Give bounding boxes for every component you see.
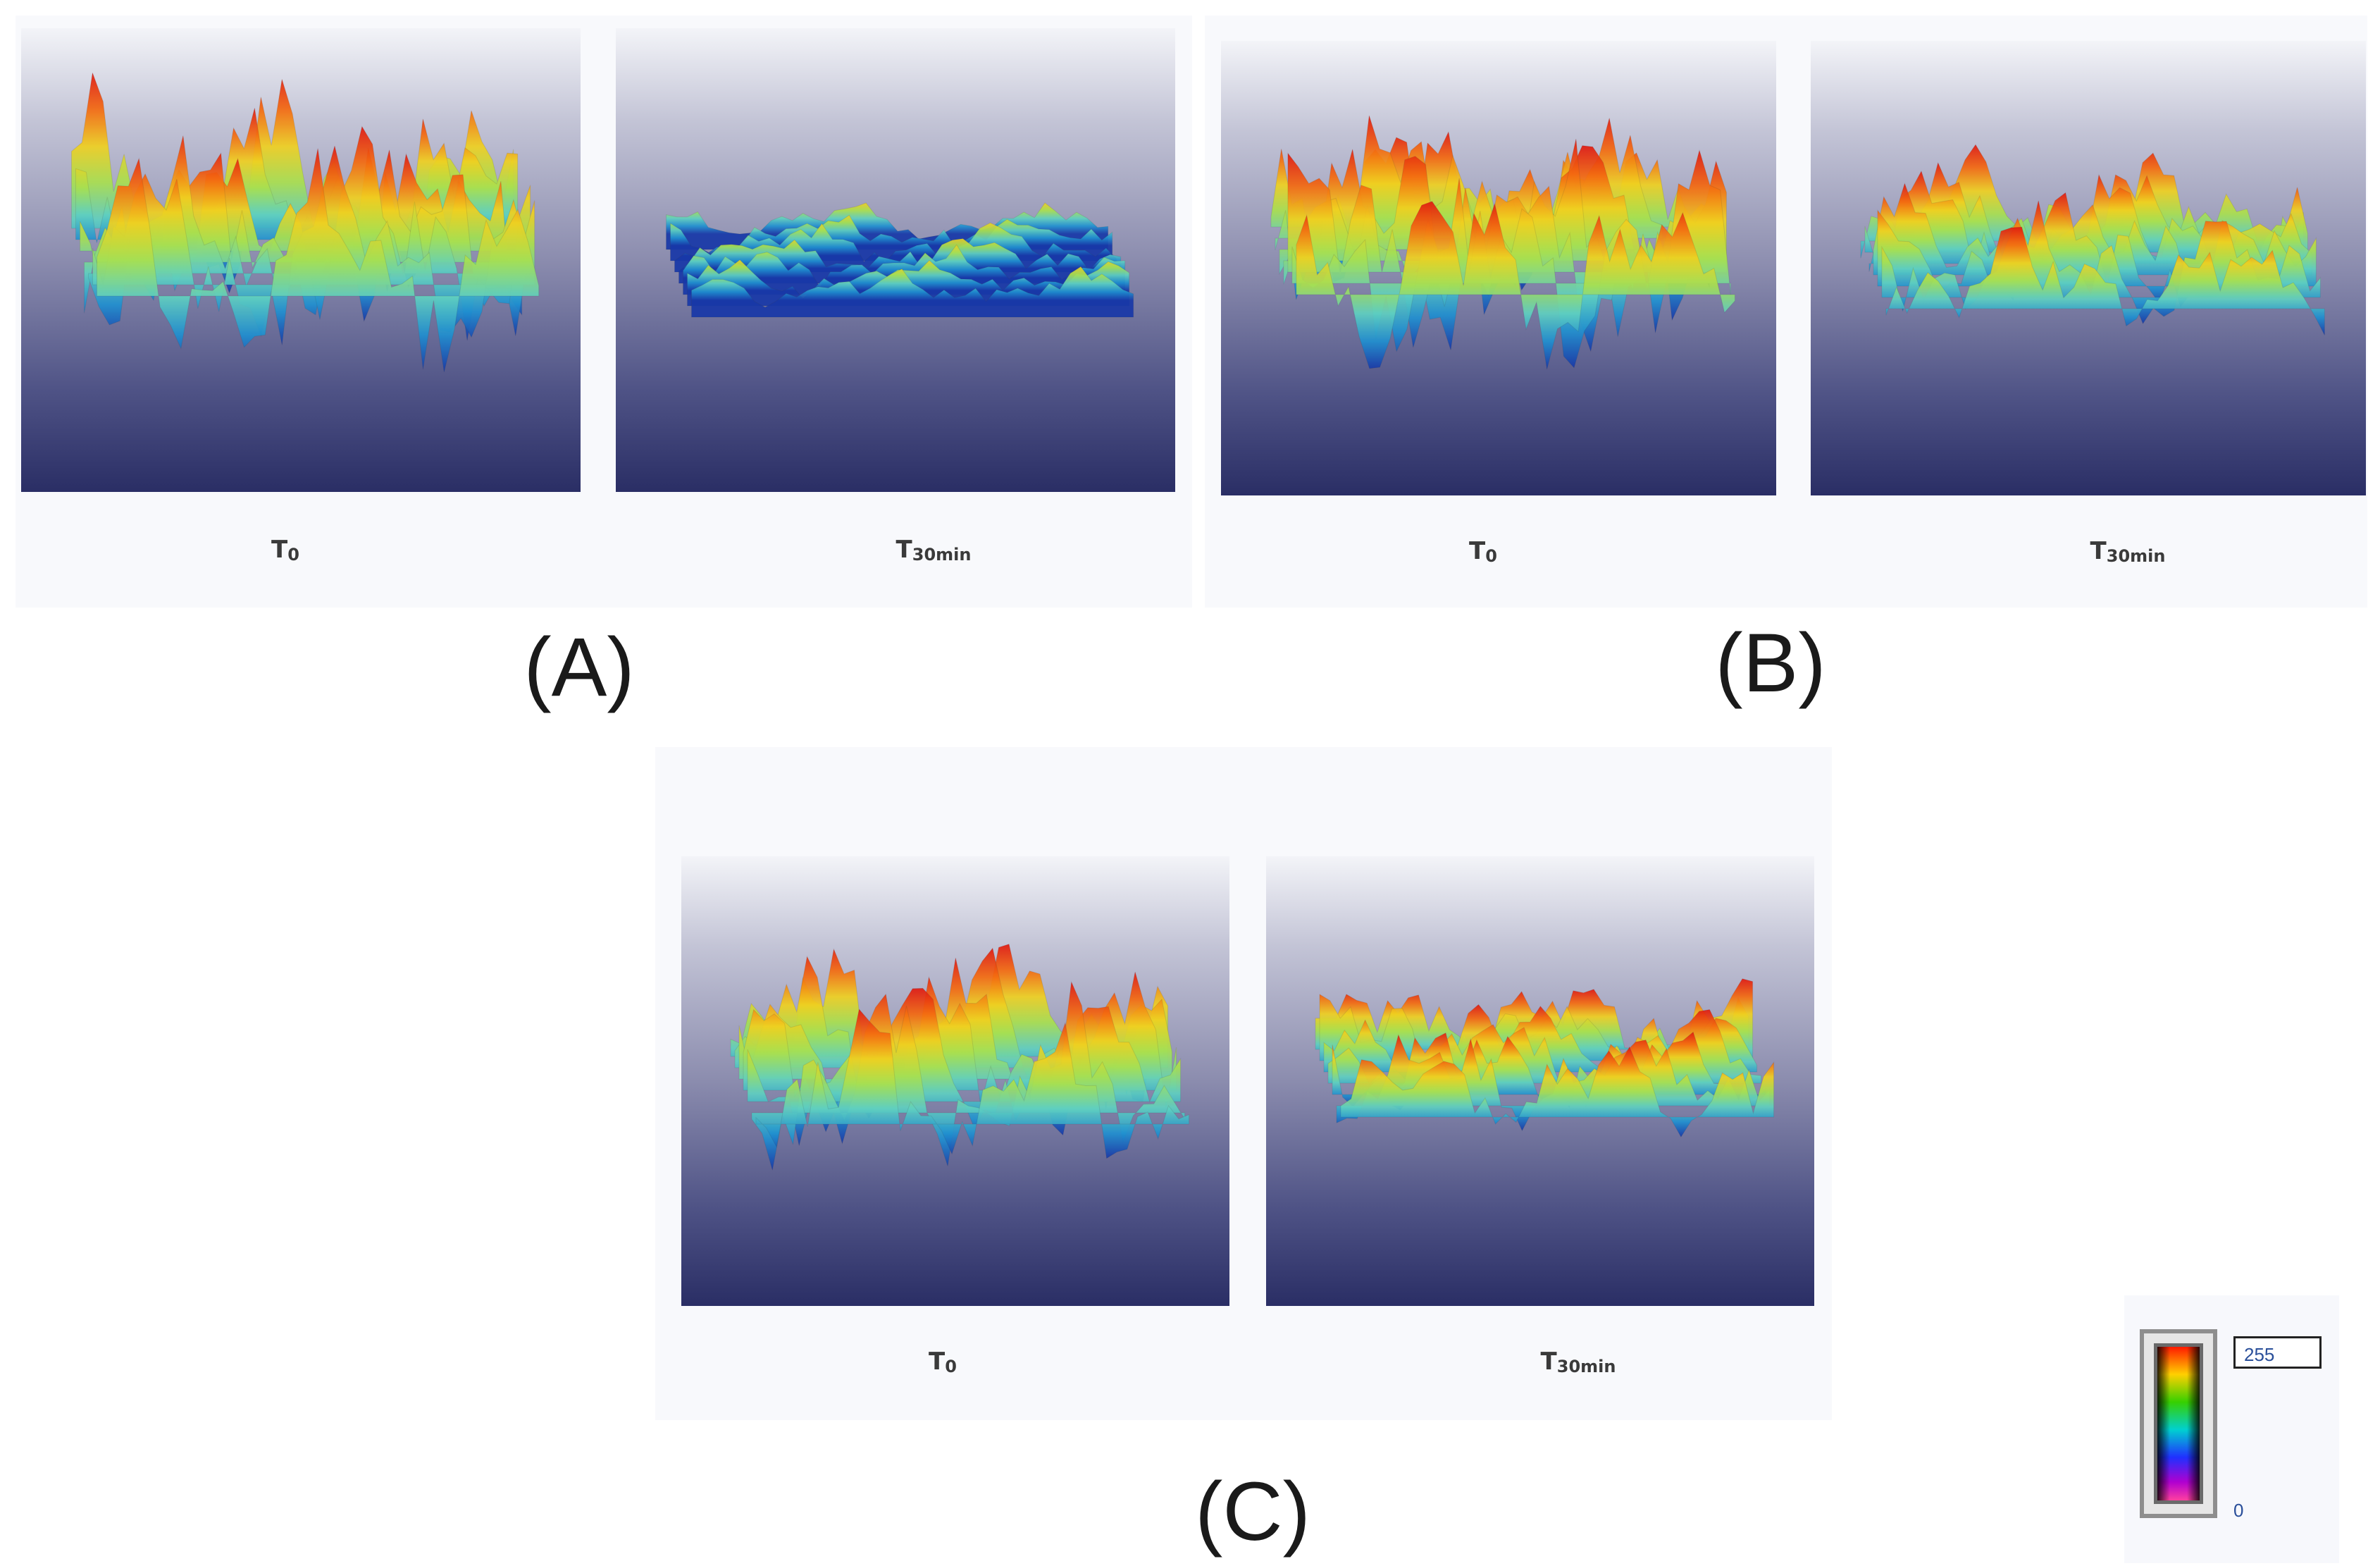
surface-a-t0 [71, 73, 540, 373]
surface-plot-b-t30 [1811, 41, 2366, 495]
panel-letter-b: (B) [1715, 617, 1826, 710]
label-c-t0: T0 [929, 1348, 957, 1376]
label-a-t0: T0 [271, 536, 299, 565]
surface-plot-c-t30 [1266, 856, 1814, 1306]
surface-ridge [1885, 226, 2325, 335]
surface-c-t30 [1315, 978, 1775, 1138]
color-scale-max-field: 255 [2233, 1336, 2322, 1369]
surface-ridge [755, 1008, 1190, 1159]
color-scale-bar [2140, 1329, 2217, 1518]
surface-ridge [97, 148, 540, 373]
surface-plot-c-t0 [681, 856, 1229, 1306]
label-b-t0: T0 [1469, 537, 1497, 566]
surface-ridge [691, 266, 1134, 318]
surface-a-t30 [666, 202, 1134, 318]
label-b-t30: T30min [2090, 537, 2166, 566]
surface-plot-b-t0 [1221, 41, 1776, 495]
color-scale-legend: 255 0 [2124, 1295, 2339, 1563]
label-a-t30: T30min [895, 536, 972, 565]
color-scale-gradient [2154, 1343, 2203, 1504]
label-c-t30: T30min [1540, 1348, 1616, 1376]
surface-plot-a-t0 [21, 28, 581, 492]
surface-ridge [1340, 1046, 1775, 1138]
panel-letter-c: (C) [1195, 1465, 1310, 1558]
surface-c-t0 [730, 943, 1190, 1171]
color-scale-min-label: 0 [2233, 1500, 2244, 1521]
panel-letter-a: (A) [523, 621, 635, 714]
surface-ridge [1296, 201, 1735, 370]
surface-b-t30 [1860, 144, 2325, 335]
surface-b-t0 [1270, 115, 1735, 370]
surface-plot-a-t30 [616, 28, 1175, 492]
